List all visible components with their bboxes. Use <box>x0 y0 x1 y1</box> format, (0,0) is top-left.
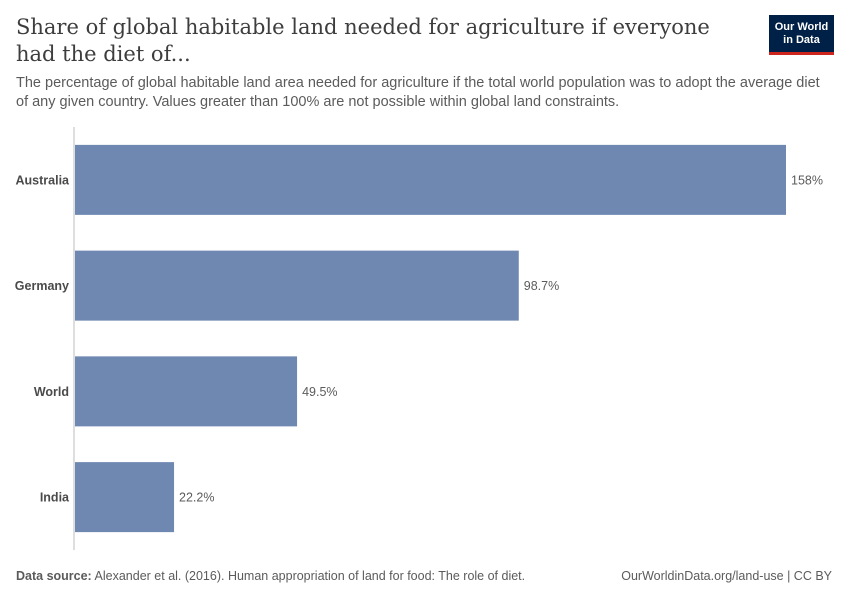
bar-india[interactable] <box>75 462 175 533</box>
category-label: World <box>34 385 69 399</box>
category-label: India <box>40 491 70 505</box>
logo-line-1: Our World <box>774 20 829 33</box>
bar-world[interactable] <box>75 356 298 427</box>
bar-australia[interactable] <box>75 144 786 215</box>
data-source-text[interactable]: Alexander et al. (2016). Human appropria… <box>94 569 526 583</box>
chart-title: Share of global habitable land needed fo… <box>16 15 710 66</box>
source-url[interactable]: OurWorldinData.org/land-use | CC BY <box>621 569 832 583</box>
value-label: 98.7% <box>524 279 559 293</box>
data-source-label: Data source: <box>16 569 92 583</box>
chart-subtitle: The percentage of global habitable land … <box>16 75 820 110</box>
bar-germany[interactable] <box>75 250 519 321</box>
owid-logo[interactable]: Our World in Data <box>769 15 834 55</box>
category-label: Australia <box>16 173 71 187</box>
data-source: Data source: Alexander et al. (2016). Hu… <box>16 569 525 583</box>
category-label: Germany <box>15 279 69 293</box>
value-label: 49.5% <box>302 385 337 399</box>
logo-line-2: in Data <box>783 33 820 46</box>
value-label: 22.2% <box>179 491 214 505</box>
value-label: 158% <box>791 173 823 187</box>
